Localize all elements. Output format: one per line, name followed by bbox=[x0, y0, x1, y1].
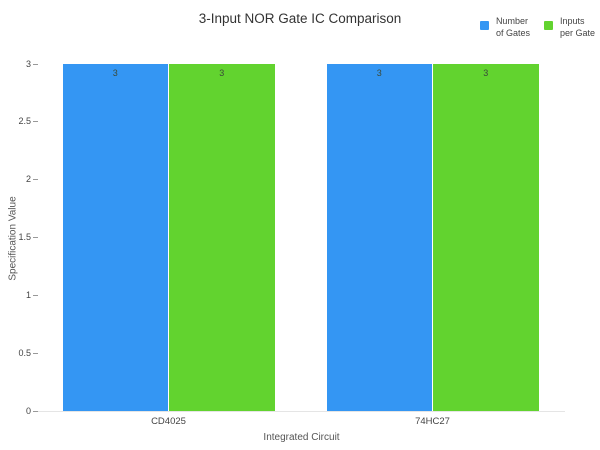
legend-label: Inputs per Gate bbox=[559, 16, 595, 38]
y-tick-label: 1 bbox=[25, 289, 31, 300]
y-tick-label: 1.5 bbox=[18, 232, 31, 242]
y-tick-mark bbox=[33, 237, 38, 238]
bar-value-label: 3 bbox=[112, 68, 118, 78]
chart-title: 3-Input NOR Gate IC Comparison bbox=[198, 11, 402, 26]
bar-value-label: 3 bbox=[219, 68, 225, 78]
legend: Number of Gates Inputs per Gate bbox=[479, 15, 595, 39]
legend-item-number-of-gates[interactable]: Number of Gates bbox=[479, 15, 530, 39]
bar-inputs-per-gate-74hc27[interactable] bbox=[433, 64, 539, 411]
bar-value-label: 3 bbox=[483, 68, 489, 78]
y-tick-mark bbox=[33, 121, 38, 123]
y-tick-label: 2.5 bbox=[18, 116, 31, 127]
x-tick-label-74hc27: 74HC27 bbox=[415, 416, 450, 427]
y-tick-mark bbox=[33, 410, 38, 412]
bar-number-of-gates-cd4025[interactable] bbox=[62, 64, 168, 411]
y-tick-mark bbox=[33, 294, 38, 296]
y-tick-mark bbox=[33, 63, 38, 65]
bar-value-label: 3 bbox=[376, 68, 382, 78]
x-axis-line bbox=[38, 411, 565, 412]
y-tick-label: 2 bbox=[25, 174, 31, 185]
y-tick-label: 0.5 bbox=[18, 347, 31, 358]
y-tick-label: 0 bbox=[25, 405, 31, 416]
x-axis-title: Integrated Circuit bbox=[263, 432, 340, 443]
legend-swatch-icon bbox=[543, 21, 553, 30]
y-tick-label: 3 bbox=[25, 58, 31, 69]
legend-swatch-icon bbox=[479, 21, 489, 30]
legend-item-inputs-per-gate[interactable]: Inputs per Gate bbox=[543, 15, 595, 39]
y-tick-mark bbox=[33, 179, 38, 181]
bar-inputs-per-gate-cd4025[interactable] bbox=[169, 64, 275, 411]
y-tick-mark bbox=[33, 352, 38, 354]
x-tick-label-cd4025: CD4025 bbox=[151, 416, 186, 427]
bar-number-of-gates-74hc27[interactable] bbox=[326, 64, 432, 411]
legend-label: Number of Gates bbox=[495, 16, 530, 38]
